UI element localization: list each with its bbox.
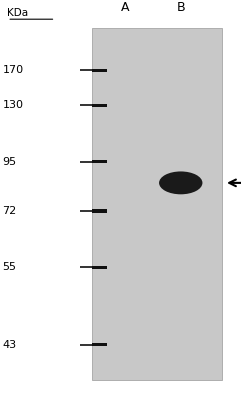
Text: B: B xyxy=(176,1,185,14)
Text: 130: 130 xyxy=(2,100,23,110)
Bar xyxy=(92,69,107,72)
Bar xyxy=(92,210,107,213)
Text: 95: 95 xyxy=(2,157,17,167)
Text: A: A xyxy=(121,1,130,14)
Ellipse shape xyxy=(159,172,202,194)
Bar xyxy=(92,104,107,107)
Text: 43: 43 xyxy=(2,340,17,350)
Text: 72: 72 xyxy=(2,206,17,216)
Bar xyxy=(92,160,107,163)
Text: 55: 55 xyxy=(2,262,16,272)
Text: KDa: KDa xyxy=(7,8,28,18)
Text: 170: 170 xyxy=(2,65,24,75)
Bar xyxy=(92,266,107,269)
Bar xyxy=(92,343,107,346)
Bar xyxy=(92,28,222,380)
